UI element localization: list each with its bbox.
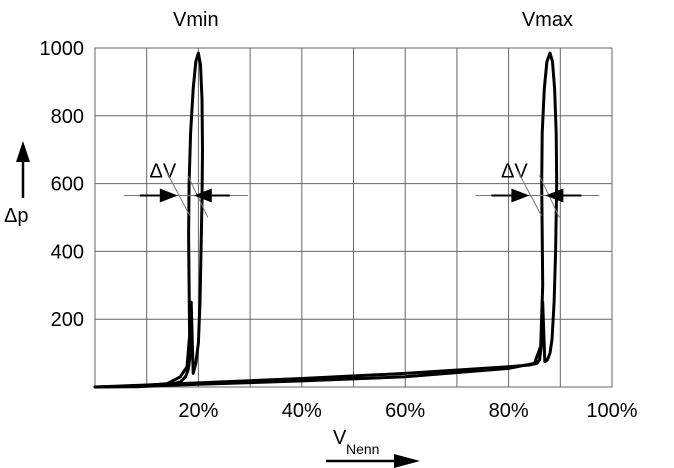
- annotation-arrow-left: [193, 188, 212, 203]
- x-tick-label: 20%: [178, 400, 218, 422]
- annotation-label: ΔV: [149, 161, 176, 183]
- series-line-1: [93, 51, 204, 389]
- y-axis-label: Δp: [4, 205, 28, 227]
- plot-frame: [94, 47, 613, 388]
- annotation-label: Vmin: [173, 9, 219, 31]
- series-layer: [93, 51, 559, 389]
- tick-labels: 20% 40% 60% 80% 100% 200 400 600 800 1000: [40, 38, 638, 422]
- x-axis-label-subscript: Nenn: [346, 441, 379, 457]
- y-axis-arrow-icon: [16, 141, 30, 162]
- annotation-leader-line: [516, 170, 542, 216]
- x-tick-label: 80%: [489, 400, 529, 422]
- y-tick-label: 400: [51, 241, 84, 263]
- y-tick-label: 800: [51, 106, 84, 128]
- annotation-label: Vmax: [522, 9, 573, 31]
- grid: [94, 47, 613, 388]
- annotation-arrow-right: [511, 188, 530, 203]
- annotations: Vmin Vmax ΔV ΔV: [123, 9, 600, 218]
- annotation-arrow-left: [545, 188, 564, 203]
- series-line-2: [93, 51, 559, 389]
- y-tick-label: 600: [51, 174, 84, 196]
- axis-labels: V Nenn Δp: [4, 141, 420, 468]
- annotation-leader-line: [165, 170, 191, 216]
- y-tick-label: 200: [51, 309, 84, 331]
- x-axis-label: V: [333, 427, 347, 449]
- y-tick-label: 1000: [40, 38, 85, 60]
- x-tick-label: 40%: [282, 400, 322, 422]
- annotation-arrow-right: [159, 188, 178, 203]
- x-axis-arrow-icon: [394, 454, 420, 468]
- x-tick-label: 60%: [385, 400, 425, 422]
- annotation-label: ΔV: [501, 161, 528, 183]
- x-tick-label: 100%: [586, 400, 637, 422]
